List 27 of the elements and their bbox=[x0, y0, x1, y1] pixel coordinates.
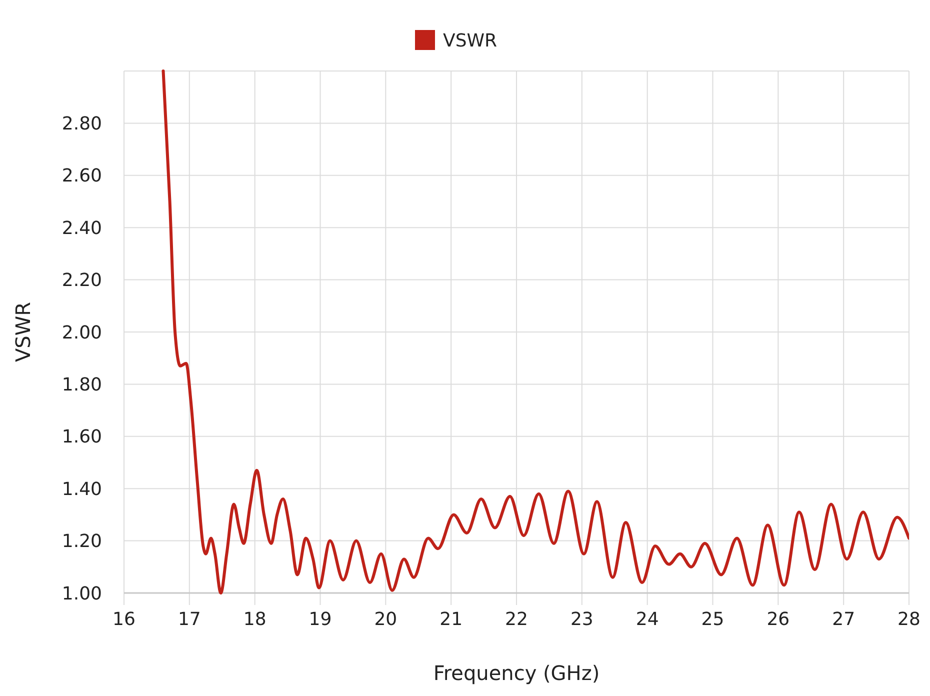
x-tick-label: 20 bbox=[374, 609, 398, 630]
x-tick-label: 27 bbox=[832, 609, 856, 630]
x-tick-label: 25 bbox=[701, 609, 724, 630]
x-tick-label: 26 bbox=[766, 609, 790, 630]
x-tick-label: 16 bbox=[112, 609, 136, 630]
line-series bbox=[162, 70, 909, 594]
x-tick-label: 17 bbox=[178, 609, 201, 630]
y-tick-label: 2.40 bbox=[62, 218, 102, 239]
x-tick-label: 22 bbox=[505, 609, 528, 630]
y-tick-label: 1.00 bbox=[62, 583, 102, 604]
y-tick-label: 1.40 bbox=[62, 478, 102, 500]
legend-label: VSWR bbox=[443, 30, 498, 52]
y-tick-label: 1.80 bbox=[62, 374, 102, 396]
y-tick-label: 1.60 bbox=[62, 426, 102, 448]
x-tick-label: 21 bbox=[440, 609, 463, 630]
y-tick-label: 2.60 bbox=[62, 166, 102, 187]
x-tick-label: 23 bbox=[570, 609, 594, 630]
x-tick-label: 18 bbox=[243, 609, 266, 630]
x-tick-label: 28 bbox=[898, 609, 920, 630]
y-tick-label: 1.20 bbox=[62, 531, 102, 552]
x-axis-title: Frequency (GHz) bbox=[433, 661, 600, 685]
y-tick-label: 2.80 bbox=[62, 114, 102, 134]
y-axis-title: VSWR bbox=[11, 302, 35, 362]
y-tick-label: 2.20 bbox=[62, 270, 102, 292]
x-tick-label: 19 bbox=[308, 609, 332, 630]
x-tick-label: 24 bbox=[636, 609, 659, 630]
y-tick-label: 2.00 bbox=[62, 322, 102, 344]
